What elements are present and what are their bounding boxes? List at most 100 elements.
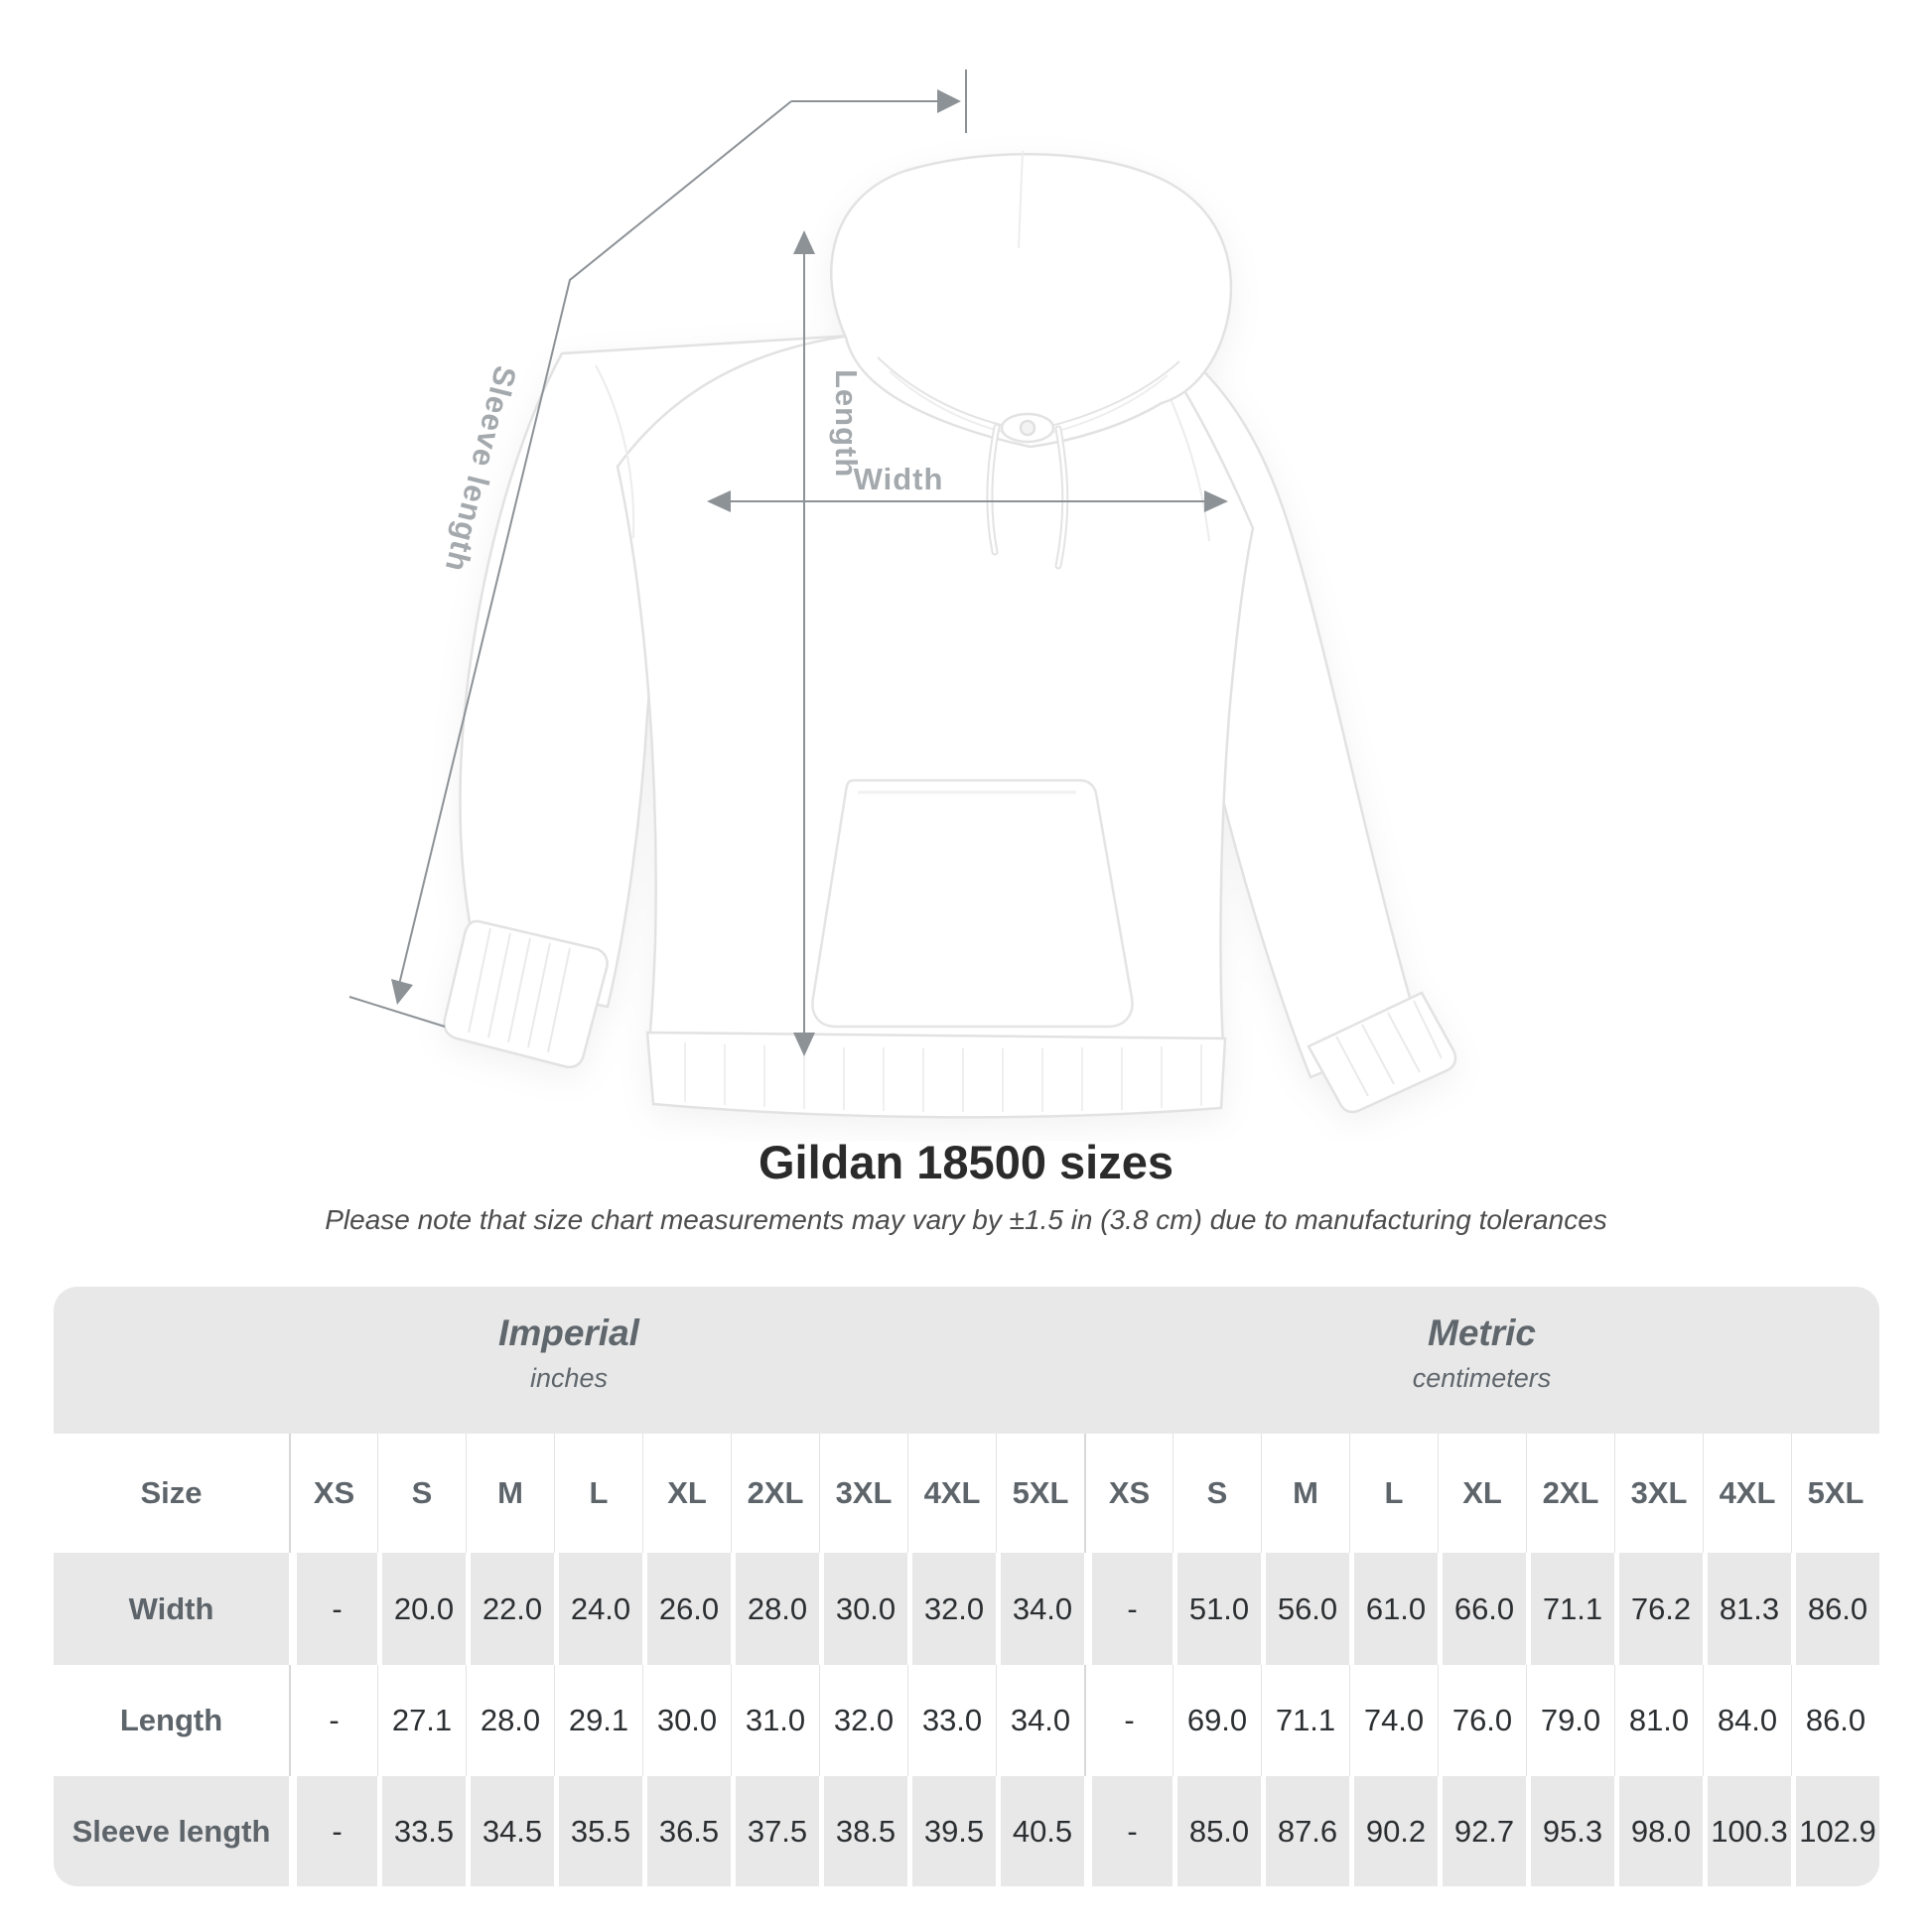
cell-length-imperial-3xl: 32.0 bbox=[819, 1665, 907, 1776]
header-imperial-l: L bbox=[554, 1434, 642, 1553]
header-imperial-4xl: 4XL bbox=[907, 1434, 996, 1553]
cell-width-metric-3xl: 76.2 bbox=[1614, 1553, 1703, 1665]
cell-length-imperial-m: 28.0 bbox=[466, 1665, 554, 1776]
cell-length-imperial-xl: 30.0 bbox=[642, 1665, 731, 1776]
row-label-sleeve-length: Sleeve length bbox=[54, 1776, 289, 1886]
header-metric-5xl: 5XL bbox=[1791, 1434, 1879, 1553]
length-dimension-label: Length bbox=[829, 369, 864, 478]
header-metric-3xl: 3XL bbox=[1614, 1434, 1703, 1553]
cell-width-imperial-m: 22.0 bbox=[466, 1553, 554, 1665]
cell-sleeve-length-metric-s: 85.0 bbox=[1173, 1776, 1261, 1886]
cell-sleeve-length-metric-m: 87.6 bbox=[1261, 1776, 1349, 1886]
header-imperial-xl: XL bbox=[642, 1434, 731, 1553]
cell-width-metric-m: 56.0 bbox=[1261, 1553, 1349, 1665]
header-imperial-s: S bbox=[377, 1434, 466, 1553]
cell-length-metric-5xl: 86.0 bbox=[1791, 1665, 1879, 1776]
cell-length-metric-xs: - bbox=[1084, 1665, 1173, 1776]
length-down-arrowhead-icon bbox=[793, 1033, 815, 1056]
cell-width-metric-5xl: 86.0 bbox=[1791, 1553, 1879, 1665]
page-subtitle: Please note that size chart measurements… bbox=[325, 1204, 1607, 1235]
cell-length-imperial-4xl: 33.0 bbox=[907, 1665, 996, 1776]
sleeve-end-tick bbox=[348, 996, 446, 1028]
header-metric-s: S bbox=[1173, 1434, 1261, 1553]
header-imperial-xs: XS bbox=[289, 1434, 377, 1553]
table-band-metric: Metric centimeters bbox=[1084, 1287, 1879, 1434]
header-metric-m: M bbox=[1261, 1434, 1349, 1553]
cell-width-metric-xl: 66.0 bbox=[1438, 1553, 1526, 1665]
row-label-width: Width bbox=[54, 1553, 289, 1665]
left-sleeve-seam bbox=[595, 364, 635, 539]
header-metric-4xl: 4XL bbox=[1703, 1434, 1791, 1553]
header-imperial-5xl: 5XL bbox=[996, 1434, 1084, 1553]
cell-width-imperial-5xl: 34.0 bbox=[996, 1553, 1084, 1665]
drawstring-knot bbox=[1019, 419, 1036, 437]
cell-width-imperial-4xl: 32.0 bbox=[907, 1553, 996, 1665]
measurement-lines bbox=[348, 69, 1228, 1056]
size-table: Imperial inches Metric centimeters Size X… bbox=[54, 1287, 1879, 1886]
table-band-imperial: Imperial inches bbox=[54, 1287, 1084, 1434]
cell-length-metric-l: 74.0 bbox=[1349, 1665, 1438, 1776]
hood-center-seam bbox=[1018, 150, 1024, 249]
hoodie-image bbox=[443, 150, 1457, 1119]
cell-sleeve-length-imperial-5xl: 40.5 bbox=[996, 1776, 1084, 1886]
cell-length-imperial-5xl: 34.0 bbox=[996, 1665, 1084, 1776]
cell-sleeve-length-metric-5xl: 102.9 bbox=[1791, 1776, 1879, 1886]
width-left-arrowhead-icon bbox=[707, 490, 731, 512]
header-imperial-3xl: 3XL bbox=[819, 1434, 907, 1553]
header-imperial-m: M bbox=[466, 1434, 554, 1553]
length-up-arrowhead-icon bbox=[793, 230, 815, 254]
cell-width-metric-2xl: 71.1 bbox=[1526, 1553, 1614, 1665]
cell-length-imperial-xs: - bbox=[289, 1665, 377, 1776]
cell-length-imperial-s: 27.1 bbox=[377, 1665, 466, 1776]
sleeve-arrowhead-icon bbox=[391, 979, 413, 1005]
hoodie-waistband bbox=[645, 1031, 1227, 1119]
cell-sleeve-length-imperial-xs: - bbox=[289, 1776, 377, 1886]
waistband-ribbing bbox=[684, 1042, 1202, 1112]
cell-width-metric-4xl: 81.3 bbox=[1703, 1553, 1791, 1665]
page-title: Gildan 18500 sizes bbox=[758, 1136, 1174, 1188]
cell-sleeve-length-metric-3xl: 98.0 bbox=[1614, 1776, 1703, 1886]
drawstring-left-core bbox=[988, 425, 999, 554]
hoodie-measurement-diagram: Length Width Sleeve length bbox=[348, 69, 1457, 1119]
cell-sleeve-length-imperial-4xl: 39.5 bbox=[907, 1776, 996, 1886]
cell-length-metric-3xl: 81.0 bbox=[1614, 1665, 1703, 1776]
cell-width-imperial-2xl: 28.0 bbox=[731, 1553, 819, 1665]
cell-width-imperial-xl: 26.0 bbox=[642, 1553, 731, 1665]
metric-group-units: centimeters bbox=[1412, 1363, 1552, 1393]
size-table-grid: Imperial inches Metric centimeters Size X… bbox=[54, 1287, 1879, 1886]
width-right-arrowhead-icon bbox=[1204, 490, 1228, 512]
cell-sleeve-length-imperial-xl: 36.5 bbox=[642, 1776, 731, 1886]
cell-width-imperial-xs: - bbox=[289, 1553, 377, 1665]
cell-width-imperial-s: 20.0 bbox=[377, 1553, 466, 1665]
cell-sleeve-length-metric-2xl: 95.3 bbox=[1526, 1776, 1614, 1886]
header-metric-xs: XS bbox=[1084, 1434, 1173, 1553]
cell-sleeve-length-imperial-3xl: 38.5 bbox=[819, 1776, 907, 1886]
cell-sleeve-length-metric-xl: 92.7 bbox=[1438, 1776, 1526, 1886]
cell-sleeve-length-imperial-s: 33.5 bbox=[377, 1776, 466, 1886]
row-label-length: Length bbox=[54, 1665, 289, 1776]
cell-width-metric-l: 61.0 bbox=[1349, 1553, 1438, 1665]
cell-sleeve-length-imperial-m: 34.5 bbox=[466, 1776, 554, 1886]
imperial-group-title: Imperial bbox=[498, 1312, 639, 1353]
header-metric-l: L bbox=[1349, 1434, 1438, 1553]
metric-group-title: Metric bbox=[1428, 1312, 1536, 1353]
sleeve-length-line bbox=[396, 100, 792, 994]
cell-width-imperial-3xl: 30.0 bbox=[819, 1553, 907, 1665]
cell-length-metric-xl: 76.0 bbox=[1438, 1665, 1526, 1776]
cell-length-metric-2xl: 79.0 bbox=[1526, 1665, 1614, 1776]
cell-length-metric-4xl: 84.0 bbox=[1703, 1665, 1791, 1776]
cell-sleeve-length-metric-4xl: 100.3 bbox=[1703, 1776, 1791, 1886]
hoodie-hood bbox=[829, 153, 1233, 449]
cell-length-imperial-l: 29.1 bbox=[554, 1665, 642, 1776]
cell-length-metric-m: 71.1 bbox=[1261, 1665, 1349, 1776]
hoodie-right-cuff bbox=[1307, 991, 1457, 1114]
cell-width-imperial-l: 24.0 bbox=[554, 1553, 642, 1665]
drawstring-right-core bbox=[1056, 427, 1067, 568]
cell-length-imperial-2xl: 31.0 bbox=[731, 1665, 819, 1776]
cell-sleeve-length-metric-l: 90.2 bbox=[1349, 1776, 1438, 1886]
cell-width-metric-s: 51.0 bbox=[1173, 1553, 1261, 1665]
imperial-group-units: inches bbox=[529, 1363, 609, 1393]
size-column-header: Size bbox=[54, 1434, 289, 1553]
cell-sleeve-length-imperial-l: 35.5 bbox=[554, 1776, 642, 1886]
width-dimension-label: Width bbox=[854, 462, 944, 496]
